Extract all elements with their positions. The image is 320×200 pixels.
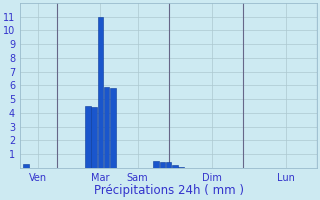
- Bar: [166, 162, 171, 168]
- Bar: [92, 107, 97, 168]
- Bar: [98, 17, 103, 168]
- Bar: [23, 164, 29, 168]
- Bar: [172, 165, 178, 168]
- Bar: [104, 87, 109, 168]
- Bar: [153, 161, 159, 168]
- Bar: [110, 88, 116, 168]
- Bar: [85, 106, 91, 168]
- X-axis label: Précipitations 24h ( mm ): Précipitations 24h ( mm ): [93, 184, 244, 197]
- Bar: [160, 162, 165, 168]
- Bar: [178, 167, 184, 168]
